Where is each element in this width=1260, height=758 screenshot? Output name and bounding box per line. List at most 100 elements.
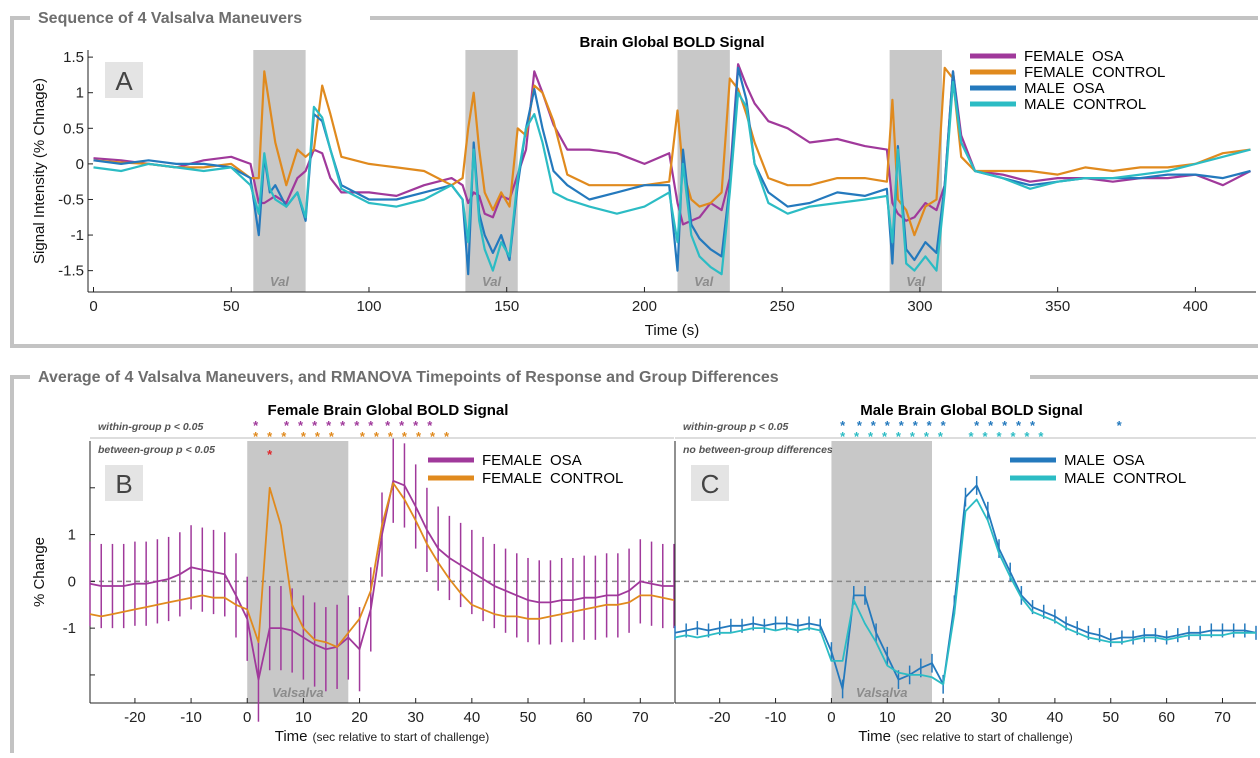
sig-star-female_control: * <box>267 429 273 444</box>
x-tick-label: -20 <box>709 709 731 726</box>
legend-label: MALE OSA <box>1064 452 1145 469</box>
x-tick-label: 70 <box>632 709 649 726</box>
sig-star-female_osa: * <box>284 418 290 433</box>
sig-star-male_osa: * <box>988 418 994 433</box>
x-tick-label: -20 <box>124 709 146 726</box>
sig-star-male_osa: * <box>974 418 980 433</box>
x-tick-label: 300 <box>907 298 932 315</box>
sig-star-male_osa: * <box>857 418 863 433</box>
y-tick-label: -1.5 <box>58 263 84 280</box>
sig-star-male_control: * <box>1010 429 1016 444</box>
legend-label-part: MALE <box>1024 96 1065 113</box>
legend-label: FEMALE OSA <box>482 452 582 469</box>
series-line-male_control <box>674 498 1256 686</box>
shaded-region-label: Val <box>270 274 289 289</box>
sig-star-male_control: * <box>924 429 930 444</box>
x-tick-label: 0 <box>827 709 835 726</box>
legend-label: MALE OSA <box>1024 80 1105 97</box>
sig-star-male_osa: * <box>840 418 846 433</box>
y-tick-label: -1 <box>63 620 76 637</box>
x-tick-label: 0 <box>243 709 251 726</box>
x-tick-label: 10 <box>879 709 896 726</box>
sig-star-female_control: * <box>402 429 408 444</box>
sig-star-female_osa: * <box>399 418 405 433</box>
sig-star-male_control: * <box>840 429 846 444</box>
shaded-region-label: Val <box>906 274 925 289</box>
chart-title: Male Brain Global BOLD Signal <box>860 402 1083 419</box>
legend-label-part: CONTROL <box>550 470 623 487</box>
x-tick-label: 30 <box>991 709 1008 726</box>
sig-star-male_osa: * <box>913 418 919 433</box>
chart-title: Brain Global BOLD Signal <box>579 34 764 51</box>
panel-letter-box <box>105 465 143 501</box>
x-tick-label: 60 <box>1158 709 1175 726</box>
legend-label-part: CONTROL <box>1092 64 1165 81</box>
x-tick-label: 60 <box>576 709 593 726</box>
x-axis-title: Time (sec relative to start of challenge) <box>275 728 490 745</box>
y-axis-title: Signal Intensity (% Chnage) <box>31 78 48 264</box>
x-axis-title-main: Time <box>858 728 891 745</box>
sig-star-female_osa: * <box>427 418 433 433</box>
between-group-label: between-group p < 0.05 <box>98 444 215 456</box>
legend-label-part: FEMALE <box>482 452 542 469</box>
shaded-region-label: Val <box>482 274 501 289</box>
between-group-label: no between-group differences <box>683 444 833 456</box>
y-tick-label: 0 <box>76 156 84 173</box>
legend-label-part: OSA <box>1092 48 1124 65</box>
sig-star-female_control: * <box>388 429 394 444</box>
x-tick-label: 70 <box>1214 709 1231 726</box>
sig-star-male_osa: * <box>941 418 947 433</box>
x-axis-title: Time (sec relative to start of challenge) <box>858 728 1073 745</box>
x-tick-label: -10 <box>180 709 202 726</box>
shaded-region-label: Valsalva <box>856 685 908 700</box>
x-tick-label: 250 <box>770 298 795 315</box>
sig-star-male_osa: * <box>1030 418 1036 433</box>
y-tick-label: 1.5 <box>63 49 84 66</box>
x-tick-label: 50 <box>520 709 537 726</box>
legend-label: MALE CONTROL <box>1064 470 1186 487</box>
sig-star-female_osa: * <box>340 418 346 433</box>
sig-star-male_osa: * <box>871 418 877 433</box>
bottom-section-frame <box>10 375 1258 753</box>
series-line-male_control <box>93 80 1251 276</box>
x-axis-title-main: Time <box>275 728 308 745</box>
sig-star-female_control: * <box>430 429 436 444</box>
panel-letter: B <box>115 469 132 499</box>
legend-label-part: OSA <box>1073 80 1105 97</box>
legend-label-part: FEMALE <box>482 470 542 487</box>
sig-star-female_osa: * <box>298 418 304 433</box>
panel-letter-box <box>691 465 729 501</box>
sig-star-male_osa: * <box>927 418 933 433</box>
legend-label: FEMALE CONTROL <box>482 470 623 487</box>
top-section-frame <box>10 16 1258 348</box>
x-axis-title-sub: (sec relative to start of challenge) <box>313 730 490 744</box>
sig-star-male_control: * <box>854 429 860 444</box>
sig-star-female_control: * <box>315 429 321 444</box>
sig-star-female_osa: * <box>413 418 419 433</box>
series-line-female_osa <box>89 479 674 681</box>
series-line-male_osa <box>674 484 1257 690</box>
sig-star-male_control: * <box>969 429 975 444</box>
sig-star-male_control: * <box>896 429 902 444</box>
x-tick-label: 20 <box>935 709 952 726</box>
shaded-region-4 <box>889 50 942 292</box>
legend-label: FEMALE OSA <box>1024 48 1124 65</box>
sig-star-female_control: * <box>360 429 366 444</box>
series-line-female_control <box>89 482 675 648</box>
sig-star-male_osa: * <box>1117 418 1123 433</box>
top-section-title: Sequence of 4 Valsalva Maneuvers <box>38 10 302 27</box>
sig-star-male_osa: * <box>899 418 905 433</box>
sig-star-female_osa: * <box>326 418 332 433</box>
sig-star-female_osa: * <box>354 418 360 433</box>
sig-star-female_control: * <box>374 429 380 444</box>
sig-star-female_control: * <box>301 429 307 444</box>
sig-star-female_control: * <box>253 429 259 444</box>
bottom-section-title: Average of 4 Valsalva Maneuvers, and RMA… <box>38 369 779 386</box>
sig-star-male_control: * <box>882 429 888 444</box>
y-tick-label: 1 <box>76 85 84 102</box>
sig-star-female_control: * <box>281 429 287 444</box>
x-tick-label: -10 <box>765 709 787 726</box>
y-tick-label: -0.5 <box>58 191 84 208</box>
legend-label-part: CONTROL <box>1073 96 1146 113</box>
sig-star-male_control: * <box>1038 429 1044 444</box>
